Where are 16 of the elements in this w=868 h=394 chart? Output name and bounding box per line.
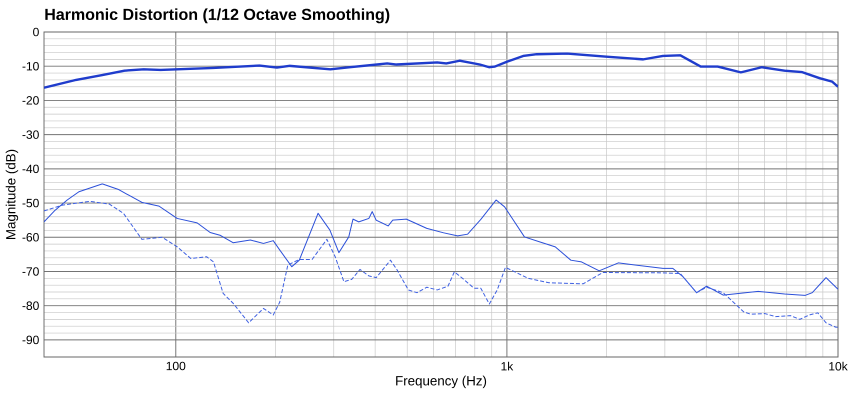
y-tick-label: -70: [22, 267, 39, 276]
y-axis-title: Magnitude (dB): [6, 150, 18, 239]
y-tick-label: -90: [22, 336, 39, 344]
chart-title: Harmonic Distortion (1/12 Octave Smoothing): [45, 8, 390, 24]
y-tick-label: -60: [22, 233, 39, 242]
y-tick-label: -50: [22, 198, 39, 208]
y-tick-label: -10: [22, 62, 39, 70]
x-axis-title: Frequency (Hz): [396, 376, 486, 388]
y-tick-label: -40: [22, 164, 39, 174]
x-tick-label: 10k: [829, 362, 848, 371]
y-tick-label: -30: [22, 130, 39, 139]
y-tick-label: -80: [22, 301, 39, 310]
x-tick-label: 100: [166, 362, 186, 370]
y-tick-label: 0: [33, 28, 39, 36]
x-tick-label: 1k: [501, 362, 514, 370]
y-tick-label: -20: [22, 96, 39, 105]
